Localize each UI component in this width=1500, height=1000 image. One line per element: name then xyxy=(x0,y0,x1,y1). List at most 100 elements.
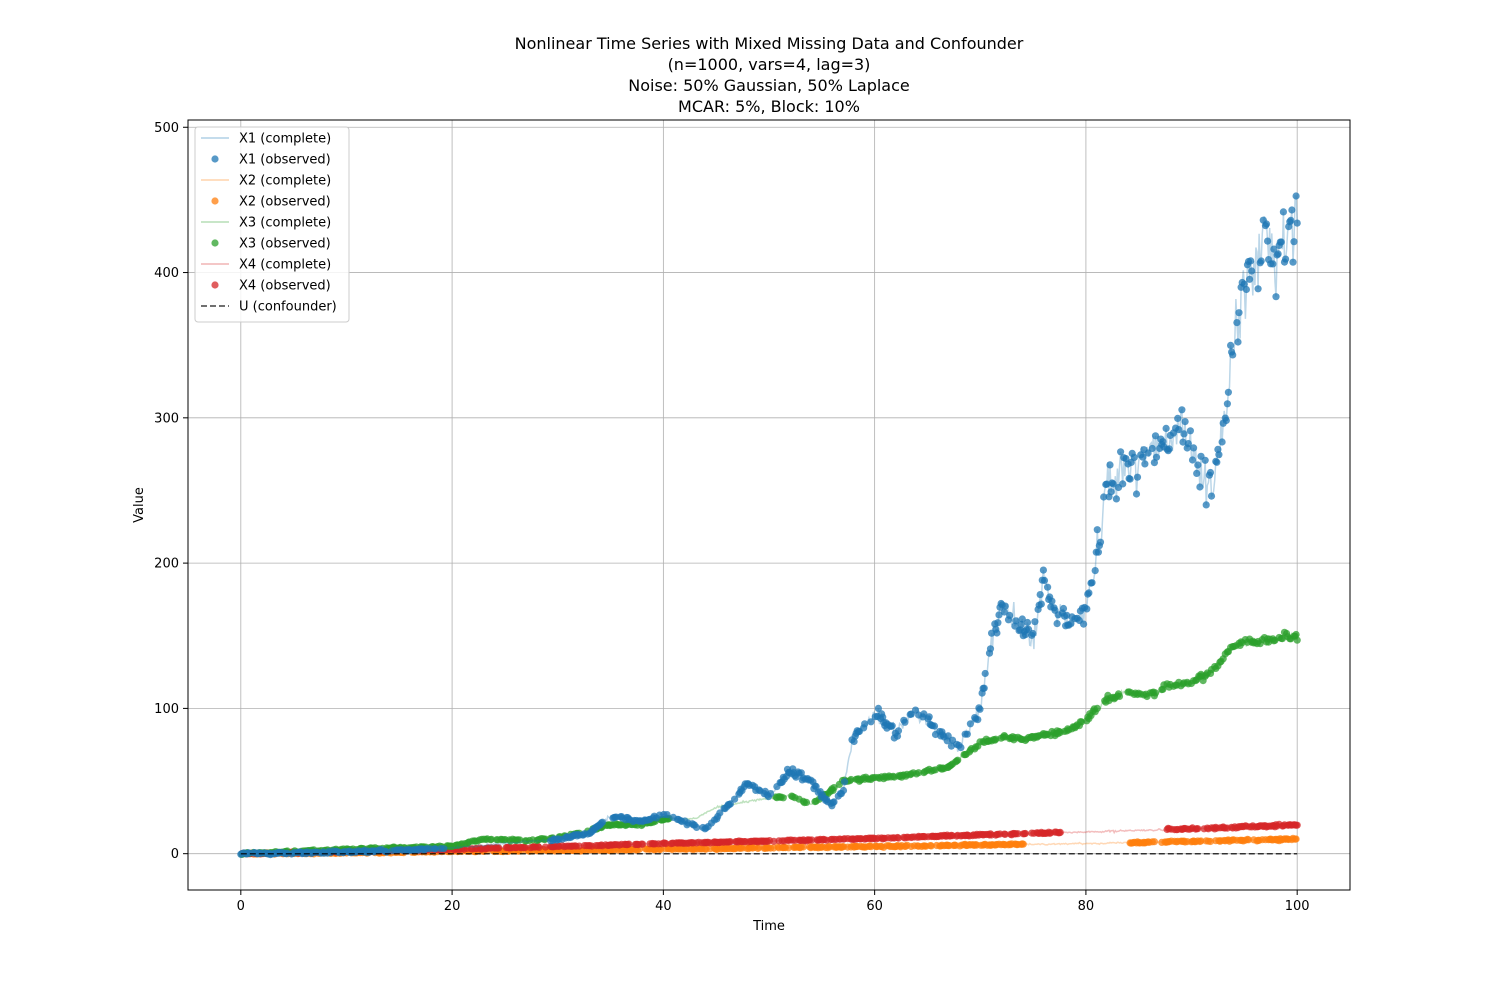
series-x1-point xyxy=(1290,238,1298,246)
x-tick-label: 20 xyxy=(444,899,461,914)
x-axis-label: Time xyxy=(752,919,785,934)
series-x1-point xyxy=(1112,495,1120,503)
legend-x3-observed-label: X3 (observed) xyxy=(239,237,331,252)
series-x2-point xyxy=(657,845,665,854)
x-tick-label: 80 xyxy=(1078,899,1095,914)
series-x1-point xyxy=(1059,604,1068,613)
series-x1-point xyxy=(726,800,735,808)
legend-x4-complete: X4 (complete) xyxy=(201,258,331,273)
series-x1-point xyxy=(1178,406,1186,414)
series-x1-point xyxy=(1037,600,1045,608)
legend-x2-observed-swatch xyxy=(211,197,219,205)
legend-x4-complete-label: X4 (complete) xyxy=(239,258,331,273)
series-x1-point xyxy=(1001,602,1009,610)
series-x1-point xyxy=(894,727,903,735)
series-x1-point xyxy=(1148,444,1156,453)
series-x3-point xyxy=(847,775,855,784)
series-x4-point xyxy=(639,840,647,848)
series-x1-point xyxy=(1218,438,1226,446)
series-x4-point xyxy=(894,834,903,842)
series-x4-point xyxy=(541,843,550,851)
series-x1-point xyxy=(1031,618,1039,626)
x-tick-label: 60 xyxy=(866,899,883,914)
grid xyxy=(188,120,1350,890)
series-x1-point xyxy=(1040,576,1049,585)
series-x4-point xyxy=(662,840,670,848)
series-x1-point xyxy=(1165,445,1173,453)
series-x1-point xyxy=(957,744,965,752)
series-x1-point xyxy=(1085,589,1093,597)
chart-title-line-3: Noise: 50% Gaussian, 50% Laplace xyxy=(628,76,910,95)
series-x4-point xyxy=(1056,828,1064,837)
series-x1-point xyxy=(1150,459,1158,467)
legend-x4-observed: X4 (observed) xyxy=(211,279,331,294)
series-x1-point xyxy=(1206,468,1215,477)
series-x1-point xyxy=(1196,483,1204,491)
series-x1-point xyxy=(980,684,988,692)
series-x1-point xyxy=(1235,309,1243,317)
series-x1-point xyxy=(1184,440,1192,448)
series-x1-point xyxy=(1227,341,1235,349)
y-tick-label: 500 xyxy=(154,121,179,136)
series-x3-point xyxy=(802,798,811,807)
series-x1-point xyxy=(1279,208,1287,216)
series-x1-point xyxy=(901,718,909,726)
series-x1-point xyxy=(1270,245,1278,253)
series-x1-point xyxy=(1213,458,1221,466)
chart-title-line-2: (n=1000, vars=4, lag=3) xyxy=(668,55,871,74)
series-x1-point xyxy=(1151,432,1160,440)
legend-x3-observed: X3 (observed) xyxy=(211,237,331,252)
series-x1-point xyxy=(867,718,875,726)
series-x2-point xyxy=(1197,837,1205,845)
y-tick-label: 200 xyxy=(154,557,179,572)
series-x1-point xyxy=(995,611,1003,619)
series-x1-point xyxy=(1277,238,1285,246)
series-x3 xyxy=(238,628,1301,859)
series-x1-point xyxy=(1133,473,1142,481)
series-x1-point xyxy=(1017,620,1025,629)
series-x1-point xyxy=(1234,338,1242,346)
series-x1-point xyxy=(888,722,896,730)
y-tick-label: 100 xyxy=(154,702,179,717)
series-x1-point xyxy=(1207,492,1216,500)
series-x1-point xyxy=(1202,501,1210,509)
series-x1-point xyxy=(1088,579,1096,587)
legend-confounder-label: U (confounder) xyxy=(239,300,337,315)
legend-x3-complete: X3 (complete) xyxy=(201,216,331,231)
series-x1-point xyxy=(1224,388,1232,396)
series-x1-point xyxy=(1094,548,1102,556)
series-x1-point xyxy=(1292,192,1300,200)
series-x1-point xyxy=(1240,280,1248,288)
series-x1-complete-line xyxy=(240,195,1298,856)
series-x1-point xyxy=(716,809,724,817)
series-x1-point xyxy=(925,713,933,721)
series-x4-point xyxy=(808,836,816,844)
series-x3-point xyxy=(1115,692,1124,701)
series-x1-point xyxy=(1272,293,1280,301)
series-x1-point xyxy=(1242,285,1250,294)
series-x1-point xyxy=(1080,620,1088,628)
legend-x4-observed-swatch xyxy=(211,281,219,289)
legend-x3-complete-label: X3 (complete) xyxy=(239,216,331,231)
series-x1-point xyxy=(1248,267,1256,275)
legend-x1-complete-label: X1 (complete) xyxy=(239,132,331,147)
series-x1-point xyxy=(1036,591,1044,599)
plot-frame xyxy=(187,119,1351,891)
series-x2-point xyxy=(1206,837,1215,846)
series-x1-point xyxy=(1096,538,1105,546)
series-x3-point xyxy=(516,836,524,844)
series-x1-point xyxy=(986,645,995,653)
series-x1-point xyxy=(1067,620,1075,628)
series-x4-point xyxy=(535,843,543,852)
series-x1-point xyxy=(1175,426,1183,434)
legend-x2-complete: X2 (complete) xyxy=(201,174,331,189)
series-x1-point xyxy=(981,669,989,678)
series-x1-point xyxy=(731,795,739,803)
series-x3-point xyxy=(915,769,923,777)
series-x4-point xyxy=(495,844,503,852)
series-x1-point xyxy=(839,786,848,795)
series-x1-point xyxy=(431,845,439,853)
legend-x1-complete: X1 (complete) xyxy=(201,132,331,147)
series-x1-point xyxy=(976,705,984,713)
